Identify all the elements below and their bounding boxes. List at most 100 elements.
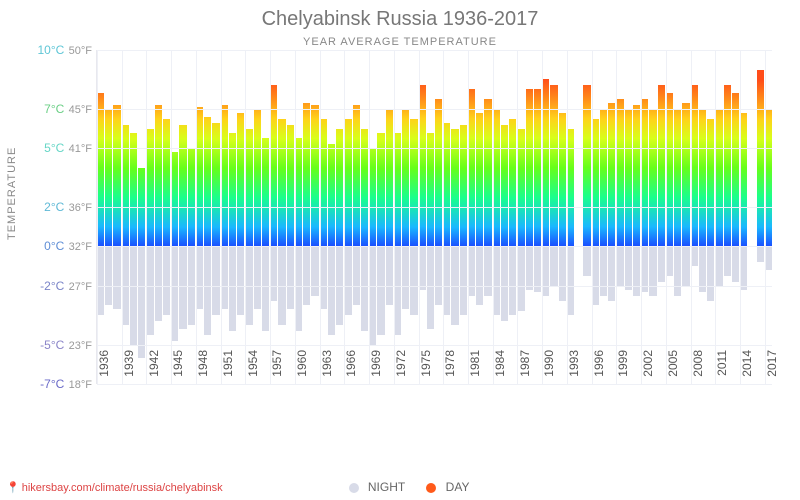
x-tick-label: 1948 [196, 350, 210, 390]
day-bar [212, 123, 219, 247]
night-bar [344, 246, 351, 315]
gridline-v [369, 50, 370, 384]
night-bar [146, 246, 153, 334]
year-bar [476, 50, 484, 384]
day-bar [320, 119, 327, 247]
year-bar [616, 50, 624, 384]
year-bar [666, 50, 674, 384]
gridline-v [443, 50, 444, 384]
night-bar [666, 246, 673, 275]
year-bar [658, 50, 666, 384]
gridline-v [468, 50, 469, 384]
night-bar [353, 246, 360, 305]
day-bar [542, 79, 549, 246]
gridline-v [221, 50, 222, 384]
night-bar [179, 246, 186, 329]
x-tick-label: 1951 [221, 350, 235, 390]
day-bar [311, 105, 318, 246]
day-bar [517, 129, 524, 247]
temperature-chart: Chelyabinsk Russia 1936-2017 YEAR AVERAG… [0, 0, 800, 500]
gridline-v [715, 50, 716, 384]
day-bar [105, 109, 112, 247]
x-tick-label: 2017 [765, 350, 779, 390]
gridline-v [567, 50, 568, 384]
year-bar [600, 50, 608, 384]
day-bar [501, 125, 508, 247]
year-bar [221, 50, 229, 384]
year-bar [204, 50, 212, 384]
day-bar [386, 109, 393, 247]
x-tick-label: 1957 [270, 350, 284, 390]
gridline-v [245, 50, 246, 384]
day-bar [592, 119, 599, 247]
night-bar [394, 246, 401, 334]
night-bar [254, 246, 261, 309]
year-bar [287, 50, 295, 384]
gridline-v [344, 50, 345, 384]
year-bar [328, 50, 336, 384]
year-bar [311, 50, 319, 384]
day-bar [163, 119, 170, 247]
night-bar [204, 246, 211, 334]
x-tick-label: 1966 [344, 350, 358, 390]
x-tick-label: 1984 [493, 350, 507, 390]
gridline-h [97, 345, 772, 346]
year-bar [377, 50, 385, 384]
gridline-h [97, 286, 772, 287]
night-bar [303, 246, 310, 305]
night-bar [196, 246, 203, 309]
year-bar [278, 50, 286, 384]
day-bar [394, 133, 401, 247]
day-bar [262, 138, 269, 246]
day-bar [567, 129, 574, 247]
night-bar [427, 246, 434, 329]
day-bar [295, 138, 302, 246]
day-bar [303, 103, 310, 246]
night-bar [592, 246, 599, 305]
night-bar [468, 246, 475, 295]
day-bar [674, 109, 681, 247]
year-bar [443, 50, 451, 384]
day-bar [616, 99, 623, 246]
day-bar [526, 89, 533, 246]
night-bar [765, 246, 772, 270]
gridline-v [171, 50, 172, 384]
day-bar [204, 117, 211, 247]
year-bar [138, 50, 146, 384]
day-bar [336, 129, 343, 247]
day-bar [625, 109, 632, 247]
night-bar [155, 246, 162, 321]
year-bar [188, 50, 196, 384]
night-bar [287, 246, 294, 309]
x-tick-label: 1978 [443, 350, 457, 390]
year-bar [105, 50, 113, 384]
year-bar [419, 50, 427, 384]
night-bar [608, 246, 615, 301]
year-bar [534, 50, 542, 384]
night-bar [732, 246, 739, 281]
gridline-h [97, 246, 772, 247]
year-bar [641, 50, 649, 384]
day-bar [237, 113, 244, 247]
x-tick-label: 1975 [419, 350, 433, 390]
day-bar [740, 113, 747, 247]
year-bar [97, 50, 105, 384]
day-bar [278, 119, 285, 247]
year-bar [196, 50, 204, 384]
night-bar [707, 246, 714, 301]
gridline-h [97, 50, 772, 51]
year-bar [608, 50, 616, 384]
y-tick-label: 7°C 45°F [36, 102, 92, 116]
year-bar [410, 50, 418, 384]
day-bar [493, 109, 500, 247]
night-bar [616, 246, 623, 285]
night-bar [443, 246, 450, 315]
gridline-v [616, 50, 617, 384]
attribution-text: hikersbay.com/climate/russia/chelyabinsk [22, 482, 223, 494]
gridline-v [295, 50, 296, 384]
night-bar [138, 246, 145, 358]
y-tick-label: -5°C 23°F [36, 338, 92, 352]
day-bar [484, 99, 491, 246]
night-bar [229, 246, 236, 330]
year-bar [757, 50, 765, 384]
